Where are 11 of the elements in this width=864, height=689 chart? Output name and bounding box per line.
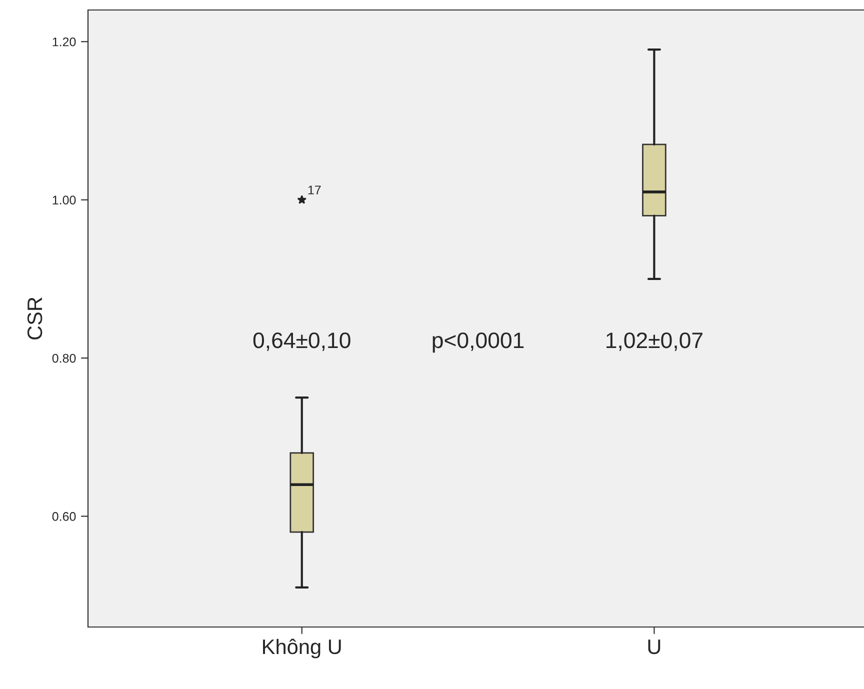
y-tick-label: 1.00 bbox=[52, 196, 76, 204]
x-tick-label: U bbox=[648, 640, 660, 654]
x-tick-label: Không U bbox=[263, 638, 341, 658]
annotation: 0,64±0,10 bbox=[253, 332, 350, 351]
annotation: 17 bbox=[308, 186, 321, 194]
annotation: p<0,0001 bbox=[432, 332, 524, 353]
y-axis-title: CSR bbox=[27, 297, 42, 340]
y-tick-label: 0.80 bbox=[52, 354, 76, 363]
annotation: 1,02±0,07 bbox=[606, 332, 702, 351]
y-tick-label: 1.20 bbox=[52, 37, 76, 46]
y-tick-label: 0.60 bbox=[52, 512, 76, 521]
